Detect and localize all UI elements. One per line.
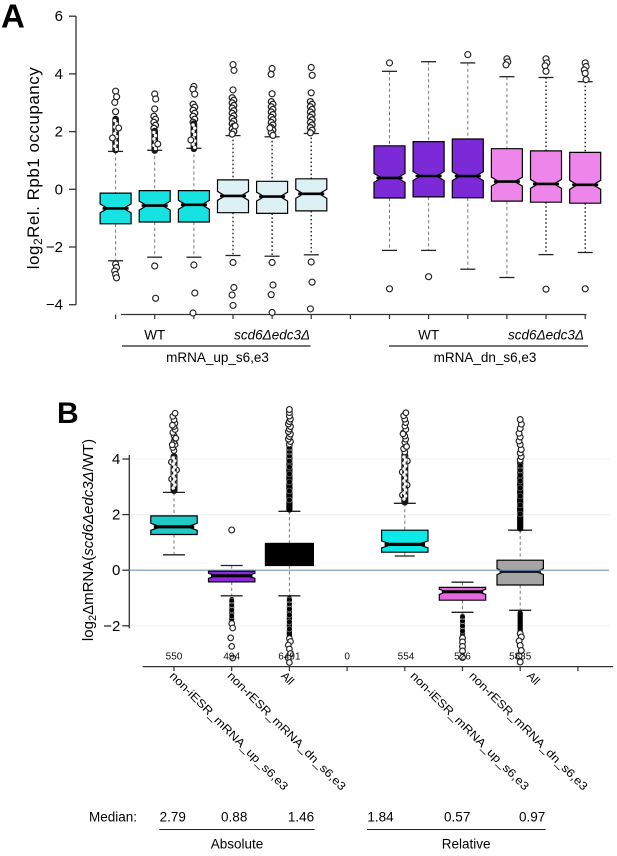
- svg-text:Median:: Median:: [89, 810, 137, 825]
- svg-text:0: 0: [112, 562, 120, 579]
- svg-text:554: 554: [398, 652, 415, 663]
- svg-text:WT: WT: [418, 328, 439, 343]
- svg-text:550: 550: [166, 652, 183, 663]
- svg-text:A: A: [1, 0, 25, 35]
- svg-text:2: 2: [55, 124, 63, 141]
- svg-text:mRNA_dn_s6,e3: mRNA_dn_s6,e3: [434, 350, 537, 365]
- svg-text:0: 0: [55, 181, 63, 198]
- svg-text:2.79: 2.79: [160, 810, 186, 825]
- svg-text:1.46: 1.46: [288, 810, 314, 825]
- svg-text:WT: WT: [144, 328, 165, 343]
- svg-text:1.84: 1.84: [367, 810, 394, 825]
- svg-text:4: 4: [55, 66, 63, 83]
- svg-text:log2Rel. Rpb1 occupancy: log2Rel. Rpb1 occupancy: [24, 67, 45, 269]
- svg-text:scd6Δedc3Δ: scd6Δedc3Δ: [234, 328, 310, 343]
- svg-text:Relative: Relative: [442, 837, 491, 852]
- svg-text:6: 6: [55, 8, 63, 25]
- svg-text:4: 4: [112, 451, 120, 468]
- svg-text:B: B: [57, 397, 79, 430]
- svg-text:log2ΔmRNA(scd6Δedc3Δ/WT): log2ΔmRNA(scd6Δedc3Δ/WT): [80, 439, 99, 641]
- svg-text:0: 0: [344, 652, 350, 663]
- svg-text:2: 2: [112, 507, 120, 524]
- svg-text:−4: −4: [46, 297, 63, 314]
- svg-text:494: 494: [223, 652, 240, 663]
- svg-text:526: 526: [454, 652, 471, 663]
- svg-text:6491: 6491: [278, 652, 301, 663]
- svg-text:Absolute: Absolute: [211, 837, 264, 852]
- svg-text:5835: 5835: [509, 652, 532, 663]
- svg-text:−2: −2: [46, 239, 63, 256]
- svg-text:0.97: 0.97: [519, 810, 545, 825]
- svg-text:mRNA_up_s6,e3: mRNA_up_s6,e3: [166, 350, 269, 365]
- svg-text:scd6Δedc3Δ: scd6Δedc3Δ: [508, 328, 584, 343]
- svg-text:0.57: 0.57: [444, 810, 470, 825]
- svg-text:0.88: 0.88: [221, 810, 247, 825]
- svg-text:−2: −2: [103, 618, 120, 635]
